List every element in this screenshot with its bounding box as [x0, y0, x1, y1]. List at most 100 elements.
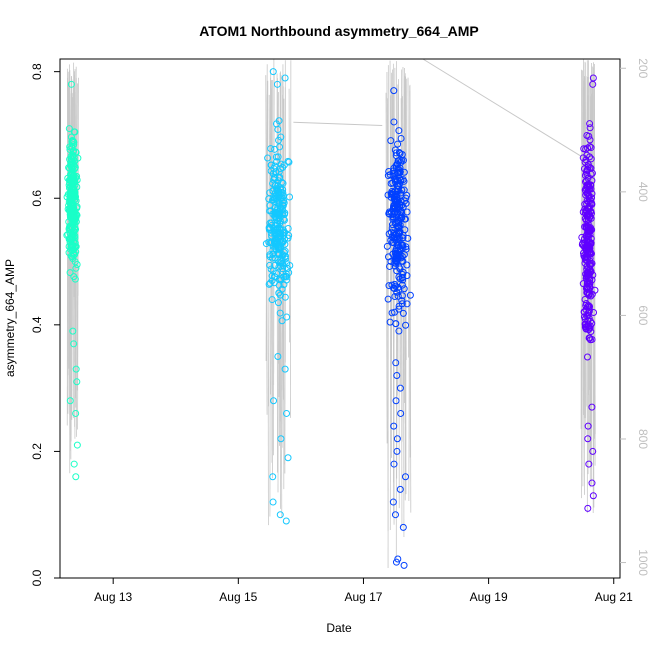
data-point	[282, 270, 290, 278]
data-point	[398, 297, 406, 305]
data-point	[271, 162, 279, 170]
data-point	[581, 323, 589, 331]
data-point	[584, 309, 592, 317]
data-point	[284, 157, 292, 165]
plot-border	[59, 58, 621, 579]
data-point	[586, 136, 594, 144]
data-point	[66, 239, 74, 247]
data-point	[265, 226, 273, 234]
data-point	[387, 137, 395, 145]
data-point	[73, 378, 81, 386]
trace-line	[66, 68, 69, 376]
x-axis-label: Date	[326, 621, 352, 635]
data-point	[275, 168, 283, 176]
data-point	[283, 273, 291, 281]
data-point	[399, 231, 407, 239]
data-point	[392, 359, 400, 367]
data-point	[400, 561, 408, 569]
data-point	[584, 238, 592, 246]
data-point	[585, 194, 593, 202]
data-point	[585, 306, 593, 314]
data-point	[265, 280, 273, 288]
data-point	[269, 250, 277, 258]
data-point	[391, 308, 399, 316]
data-point	[267, 161, 275, 169]
data-point	[401, 473, 409, 481]
data-point	[580, 145, 588, 153]
data-point	[397, 134, 405, 142]
data-point	[395, 249, 403, 257]
data-point	[400, 177, 408, 185]
data-point	[397, 215, 405, 223]
data-point	[396, 230, 404, 238]
data-point	[276, 173, 284, 181]
data-point	[584, 223, 592, 231]
data-point	[582, 177, 590, 185]
data-point	[386, 262, 394, 270]
data-point	[393, 222, 401, 230]
data-point	[585, 203, 593, 211]
data-point	[391, 187, 399, 195]
data-point	[277, 226, 285, 234]
data-point	[397, 409, 405, 417]
data-point	[274, 299, 282, 307]
series-aug-12	[63, 80, 82, 481]
data-point	[65, 206, 73, 214]
data-point	[403, 272, 411, 280]
data-point	[586, 324, 594, 332]
data-point	[71, 244, 79, 252]
data-point	[66, 269, 74, 277]
data-point	[68, 191, 76, 199]
data-point	[585, 132, 593, 140]
gray-trace-layer	[66, 58, 596, 569]
data-point	[584, 422, 592, 430]
data-point	[400, 285, 408, 293]
y-tick-label: 0.6	[30, 190, 44, 207]
data-point	[266, 261, 274, 269]
data-point	[70, 340, 78, 348]
data-point	[269, 179, 277, 187]
data-point	[391, 285, 399, 293]
data-point	[275, 263, 283, 271]
data-point	[383, 242, 391, 250]
data-point	[395, 273, 403, 281]
secondary-tick-label: 1000	[636, 549, 650, 576]
data-point	[274, 177, 282, 185]
y-axis-label: asymmetry_664_AMP	[3, 259, 17, 377]
data-point	[402, 194, 410, 202]
data-point	[69, 254, 77, 262]
data-point	[390, 118, 398, 126]
data-point	[386, 171, 394, 179]
data-point	[393, 371, 401, 379]
data-point	[584, 269, 592, 277]
data-point	[70, 172, 78, 180]
data-point	[395, 127, 403, 135]
data-point	[579, 239, 587, 247]
data-point	[384, 295, 392, 303]
data-point	[583, 353, 591, 361]
data-point	[390, 239, 398, 247]
secondary-tick-label: 800	[636, 429, 650, 449]
data-point	[586, 124, 594, 132]
data-point	[65, 201, 73, 209]
data-point	[584, 230, 592, 238]
data-point	[395, 236, 403, 244]
data-point	[66, 155, 74, 163]
data-point	[67, 246, 75, 254]
data-point	[69, 237, 77, 245]
data-point	[403, 300, 411, 308]
data-point	[406, 291, 414, 299]
data-point	[391, 259, 399, 267]
data-point	[387, 257, 395, 265]
data-point	[585, 210, 593, 218]
data-point	[584, 144, 592, 152]
data-point	[396, 485, 404, 493]
data-point	[73, 441, 81, 449]
data-point	[393, 288, 401, 296]
data-point	[394, 292, 402, 300]
data-point	[276, 291, 284, 299]
data-point	[398, 281, 406, 289]
trace-line	[265, 75, 268, 415]
data-point	[390, 422, 398, 430]
data-point	[276, 195, 284, 203]
